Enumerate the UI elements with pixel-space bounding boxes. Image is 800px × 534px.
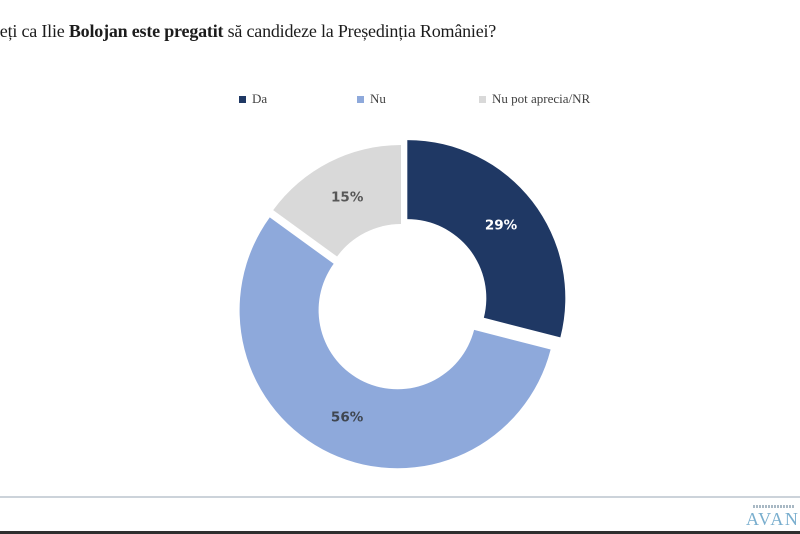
donut-label-nu: 56%	[331, 410, 364, 426]
footer-divider-line	[0, 496, 800, 498]
bottom-border-line	[0, 531, 800, 534]
legend-label-nu: Nu	[370, 91, 386, 106]
title-bold: Bolojan este pregatit	[68, 21, 224, 41]
avangarde-logo-tagline	[753, 505, 795, 508]
legend-item-nr: Nu pot aprecia/NR	[479, 91, 590, 107]
legend-item-da: Da	[239, 91, 267, 107]
donut-slice-nu	[239, 217, 551, 469]
donut-slice-nu-pot-aprecia-nr	[273, 145, 401, 257]
avangarde-logo: AVAN	[746, 509, 800, 529]
legend-swatch-da	[239, 95, 246, 103]
donut-label-nu-pot-aprecia-nr: 15%	[331, 189, 364, 205]
legend-swatch-nr	[479, 95, 486, 103]
legend-label-nr: Nu pot aprecia/NR	[492, 91, 591, 106]
legend-swatch-nu	[357, 95, 364, 103]
legend-item-nu: Nu	[357, 91, 386, 107]
title-prefix: deți ca Ilie	[0, 21, 65, 41]
donut-slice-da	[407, 140, 566, 338]
title-suffix: să candideze la Președinția României?	[223, 21, 497, 41]
donut-label-da: 29%	[485, 218, 518, 234]
chart-question-title: deți ca Ilie Bolojan este pregatit să ca…	[0, 21, 496, 42]
legend-label-da: Da	[252, 91, 268, 106]
